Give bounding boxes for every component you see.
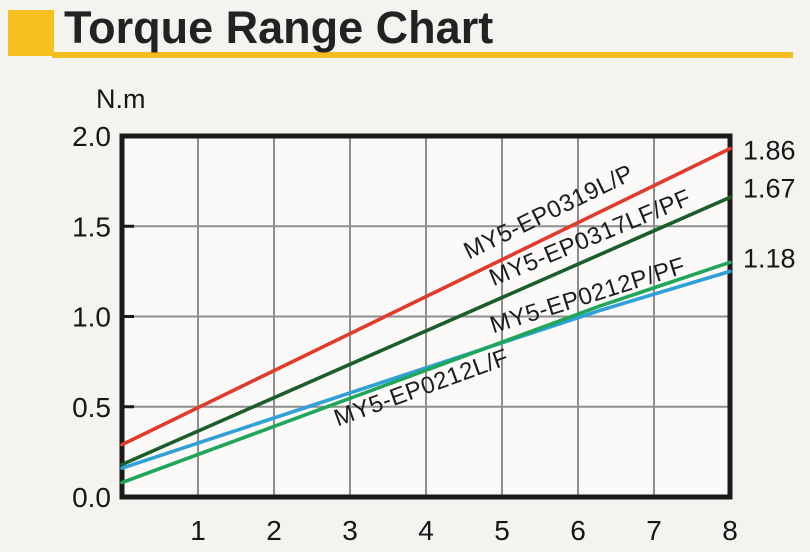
- series-line-my5-ep0212l-f: [120, 269, 732, 470]
- y-axis-unit-label: N.m: [96, 84, 146, 114]
- x-tick-label: 2: [266, 515, 282, 546]
- title-accent-square: [8, 10, 54, 56]
- series-line-my5-ep0319l-p: [120, 146, 732, 447]
- y-tick-label: 1.5: [72, 211, 111, 242]
- x-tick-label: 8: [722, 515, 738, 546]
- page-title: Torque Range Chart: [64, 2, 494, 53]
- x-tick-label: 1: [190, 515, 206, 546]
- plot-border: [119, 133, 733, 500]
- title-accent-underline: [52, 52, 793, 58]
- x-tick-label: 4: [418, 515, 434, 546]
- series-end-value: 1.67: [743, 173, 796, 203]
- y-tick-label: 0.5: [72, 392, 111, 423]
- y-tick-label: 0.0: [72, 482, 111, 513]
- x-tick-label: 7: [646, 515, 662, 546]
- y-tick-label: 2.0: [72, 121, 111, 152]
- y-tick-label: 1.0: [72, 302, 111, 333]
- series-end-value: 1.18: [743, 243, 796, 273]
- x-tick-label: 6: [570, 515, 586, 546]
- x-tick-label: 5: [494, 515, 510, 546]
- series-end-value: 1.86: [743, 136, 796, 166]
- series-line-my5-ep0317lf-pf: [120, 195, 732, 467]
- x-tick-label: 3: [342, 515, 358, 546]
- series-line-my5-ep0212p-pf: [120, 260, 732, 485]
